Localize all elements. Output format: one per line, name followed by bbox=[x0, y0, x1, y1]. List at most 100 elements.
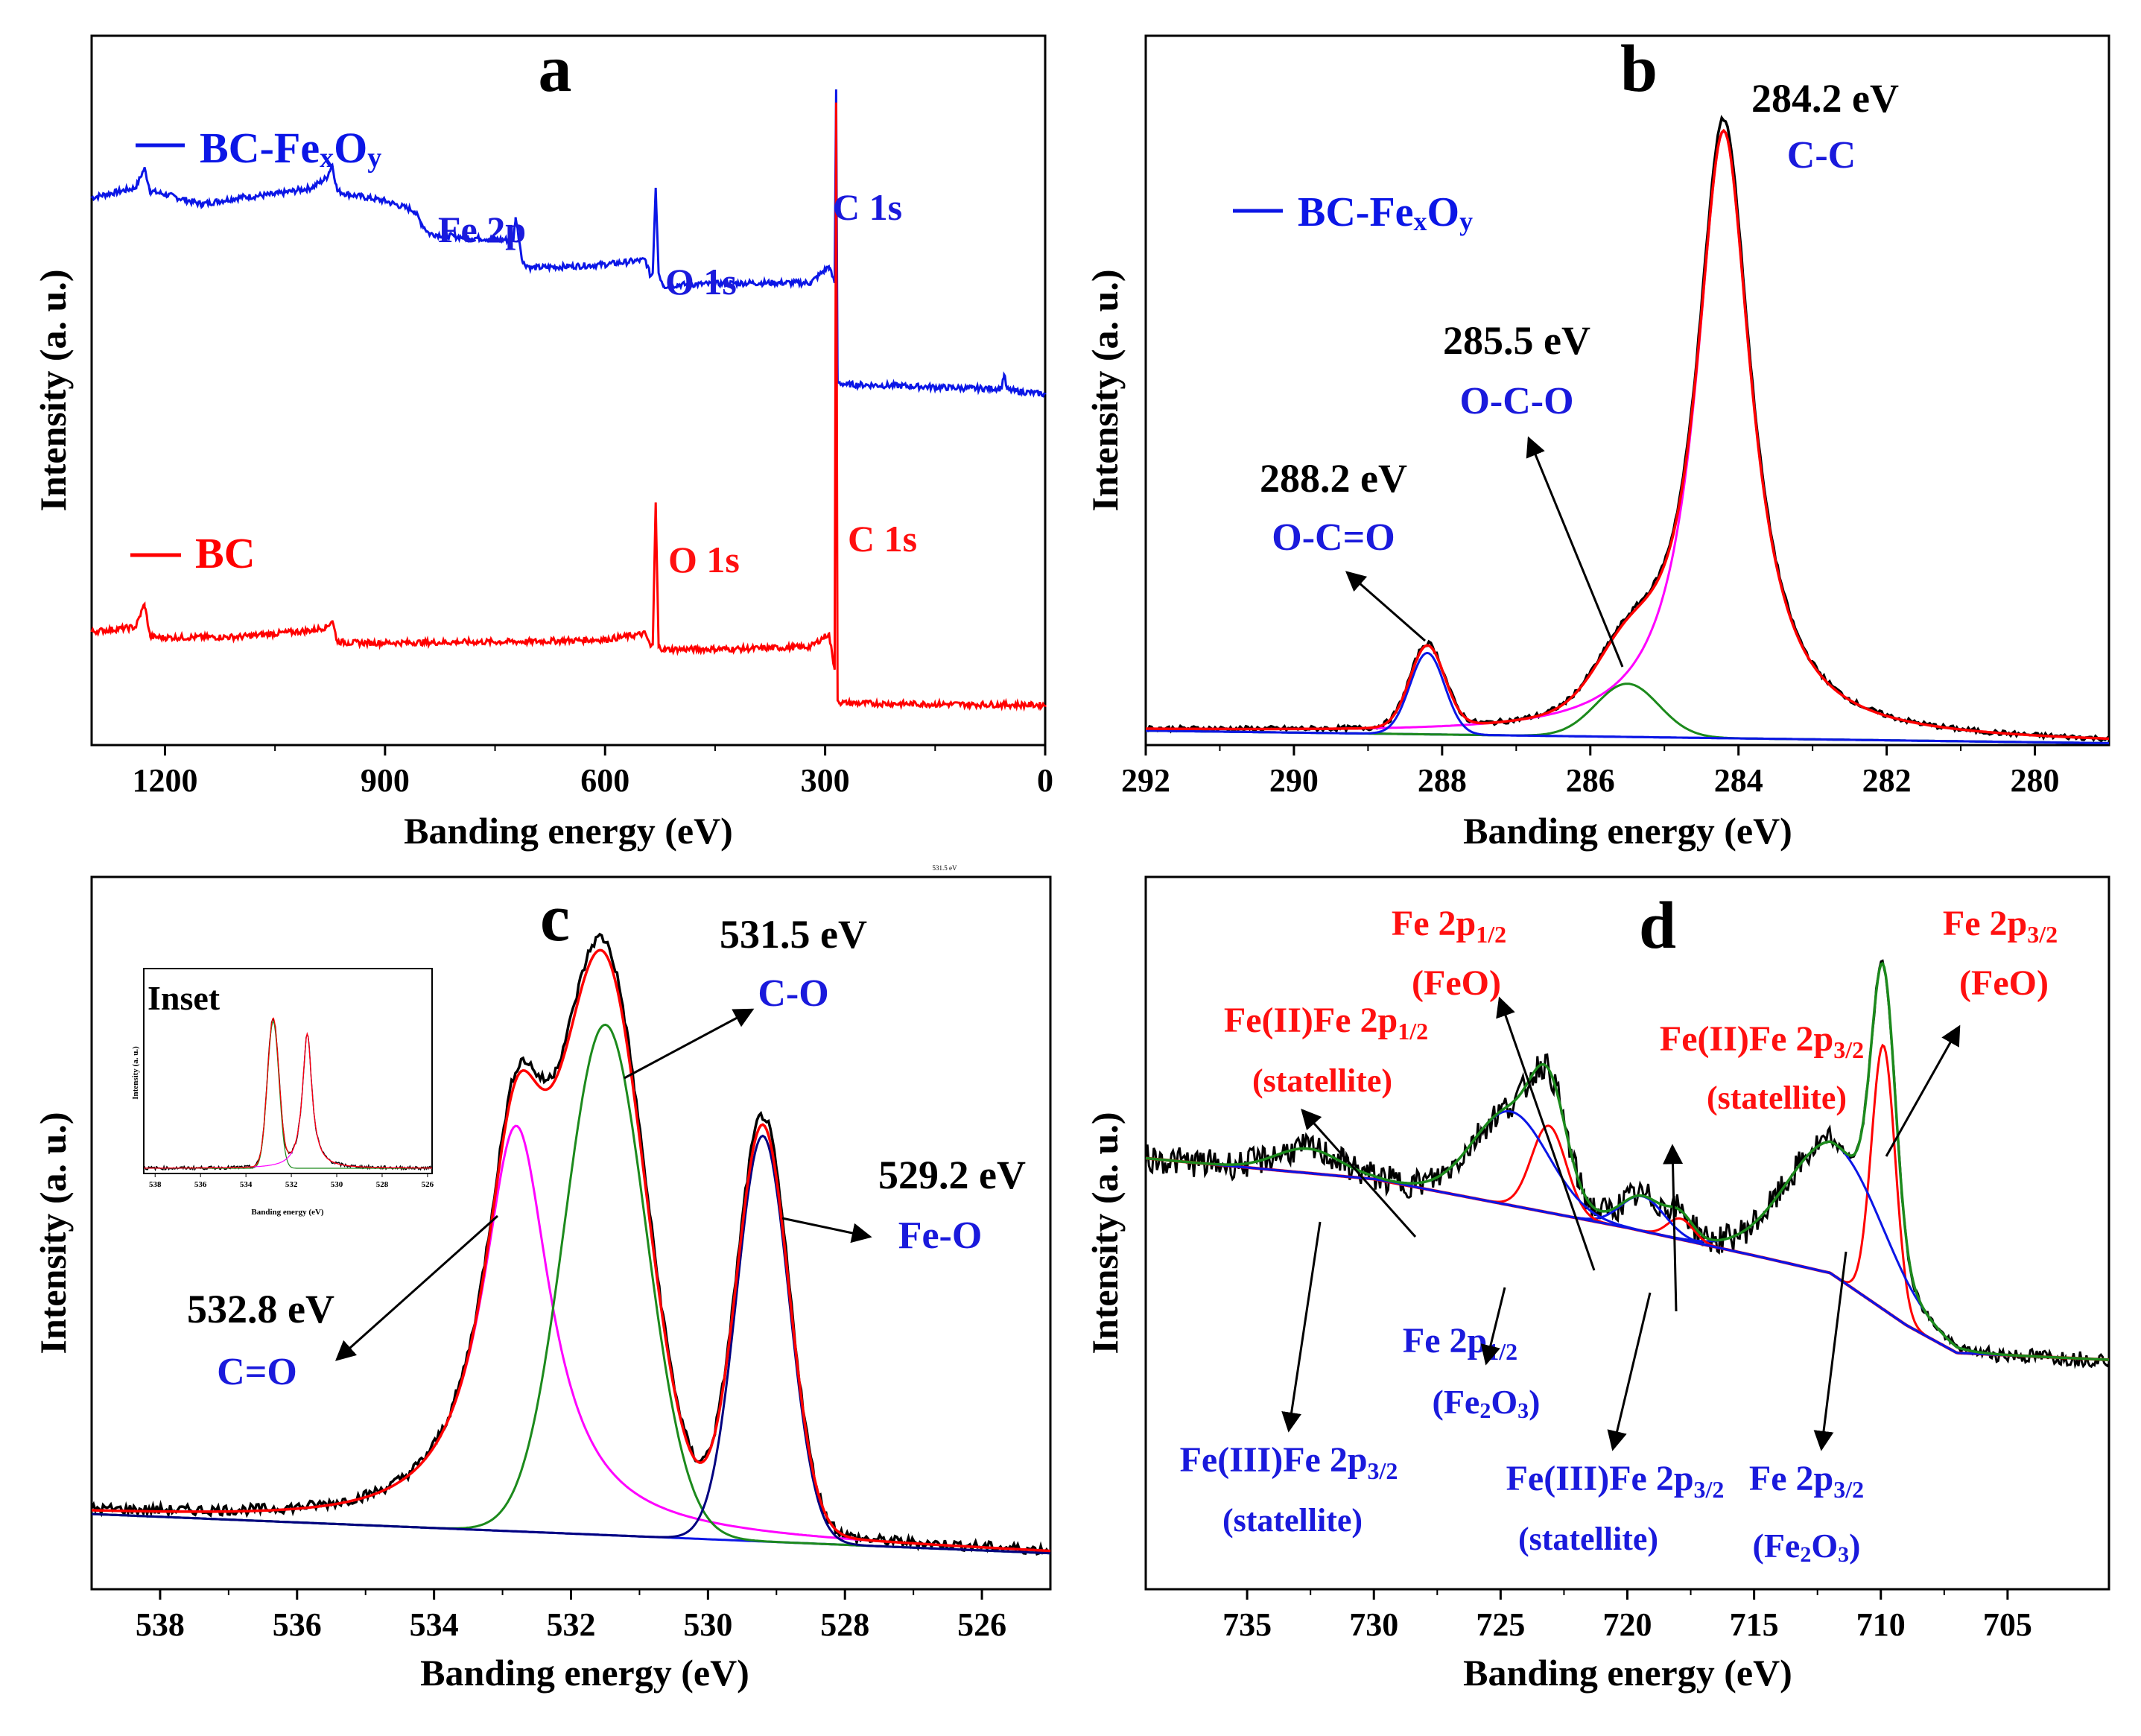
arrow-fe2p12-fe2o3 bbox=[1480, 1287, 1506, 1366]
series-line-bc-fexoy bbox=[90, 89, 1047, 398]
panel-b-frame bbox=[1144, 34, 2110, 747]
arrow-fe3-32-left bbox=[1281, 1221, 1322, 1433]
x-tick-label: 532 bbox=[547, 1606, 596, 1643]
panel-c-ticks: 538 536 534 532 530 528 526 bbox=[136, 1589, 1006, 1643]
inset-ylabel: Intensity (a. u.) bbox=[131, 1046, 140, 1100]
x-tick-label: 705 bbox=[1983, 1606, 2032, 1643]
x-tick-label: 730 bbox=[1349, 1606, 1398, 1643]
x-tick-label: 710 bbox=[1856, 1606, 1906, 1643]
panel-c-letter: c bbox=[540, 881, 570, 955]
raw-data-line bbox=[1144, 959, 2110, 1369]
peak-bond-fe-o: Fe-O bbox=[898, 1214, 983, 1257]
component-fe-2p1-2-fe2o3- bbox=[1145, 1110, 2110, 1361]
panel-c-xlabel: Banding energy (eV) bbox=[420, 1652, 749, 1694]
label-fe2o3-2: (Fe2O3) bbox=[1753, 1527, 1861, 1567]
panel-b-ticks: 292 290 288 286 284 282 280 bbox=[1121, 745, 2060, 799]
x-tick-label: 1200 bbox=[132, 762, 197, 799]
label-fe2-32-statellite: (statellite) bbox=[1707, 1080, 1847, 1116]
peak-energy-284-2: 284.2 eV bbox=[1751, 76, 1899, 121]
component-o-c-o bbox=[1146, 651, 2110, 744]
label-fe3-32-left: Fe(III)Fe 2p3/2 bbox=[1180, 1440, 1398, 1484]
x-tick-label: 280 bbox=[2011, 762, 2060, 799]
panel-c-tiny-label: 531.5 eV bbox=[933, 864, 957, 872]
inset-envelope-line bbox=[144, 1017, 432, 1169]
label-fe3-32-mid: Fe(III)Fe 2p3/2 bbox=[1506, 1459, 1725, 1503]
inset-x-tick-label: 538 bbox=[149, 1180, 162, 1189]
arrow-fe2p12-feo bbox=[1496, 996, 1596, 1271]
panel-a-frame bbox=[90, 34, 1047, 747]
annotation-o1s-red: O 1s bbox=[668, 539, 740, 580]
arrow-fe-o bbox=[781, 1217, 872, 1244]
panel-b: 292 290 288 286 284 282 280 b BC-FexOy 284.2 e… bbox=[1084, 32, 2110, 852]
panel-d-ticks: 735 730 725 720 715 710 705 bbox=[1222, 1589, 2032, 1643]
x-tick-label: 282 bbox=[1862, 762, 1912, 799]
inset-title: Inset bbox=[148, 979, 221, 1017]
panel-b-xlabel: Banding energy (eV) bbox=[1463, 810, 1792, 852]
x-tick-label: 528 bbox=[820, 1606, 869, 1643]
annotation-c1s-blue: C 1s bbox=[833, 186, 902, 228]
x-tick-label: 538 bbox=[136, 1606, 185, 1643]
arrow-fe3-32-mid bbox=[1607, 1292, 1652, 1451]
annotation-fe2p: Fe 2p bbox=[438, 209, 526, 250]
x-tick-label: 720 bbox=[1603, 1606, 1652, 1643]
panel-c-ylabel: Intensity (a. u.) bbox=[32, 1112, 74, 1354]
label-fe3-32-left-statellite: (statellite) bbox=[1222, 1502, 1363, 1539]
legend-label-bc: BC bbox=[195, 529, 256, 577]
raw-data-line bbox=[1145, 115, 2110, 743]
inset-series: 538 536 534 532 530 528 526 bbox=[143, 1017, 434, 1189]
annotation-c1s-red: C 1s bbox=[848, 518, 917, 560]
x-tick-label: 725 bbox=[1476, 1606, 1525, 1643]
panel-d-series bbox=[1144, 959, 2110, 1369]
inset-x-tick-label: 536 bbox=[194, 1180, 207, 1189]
x-tick-label: 290 bbox=[1269, 762, 1319, 799]
label-fe3-32-mid-statellite: (statellite) bbox=[1518, 1521, 1658, 1557]
legend-label-bc-fexoy: BC-FexOy bbox=[200, 124, 381, 174]
arrow-fe2-12 bbox=[1301, 1108, 1417, 1238]
inset-x-tick-label: 532 bbox=[285, 1180, 298, 1189]
label-fe2-32: Fe(II)Fe 2p3/2 bbox=[1660, 1019, 1864, 1063]
component-fe-iii-fe-2p3-2-statellite- bbox=[1145, 1147, 2110, 1361]
inset-xlabel: Banding energy (eV) bbox=[251, 1208, 324, 1217]
panel-b-ylabel: Intensity (a. u.) bbox=[1084, 269, 1126, 511]
arrow-o-c-eq-o bbox=[1345, 571, 1426, 642]
panel-b-series bbox=[1145, 115, 2110, 744]
peak-energy-532-8: 532.8 eV bbox=[187, 1287, 334, 1331]
label-fe2-12-statellite: (statellite) bbox=[1252, 1062, 1392, 1099]
x-tick-label: 286 bbox=[1566, 762, 1615, 799]
inset-frame bbox=[143, 968, 433, 1174]
component-o-c-o bbox=[1146, 682, 2110, 744]
peak-bond-c-eq-o: C=O bbox=[217, 1351, 297, 1393]
peak-bond-c-c: C-C bbox=[1787, 134, 1856, 177]
peak-bond-c-o: C-O bbox=[758, 972, 828, 1015]
inset-x-tick-label: 526 bbox=[422, 1180, 434, 1189]
label-fe2p32-feo: Fe 2p3/2 bbox=[1943, 904, 2058, 948]
panel-c-series bbox=[90, 932, 1052, 1556]
label-feo-1: (FeO) bbox=[1412, 963, 1501, 1003]
inset-x-tick-label: 530 bbox=[331, 1180, 343, 1189]
panel-d-letter: d bbox=[1639, 889, 1676, 963]
peak-energy-288-2: 288.2 eV bbox=[1260, 456, 1407, 501]
raw-data-line bbox=[90, 932, 1052, 1556]
component-fe-o bbox=[91, 1134, 1051, 1555]
x-tick-label: 536 bbox=[273, 1606, 322, 1643]
panel-d: 735 730 725 720 715 710 705 d Fe 2p1/2 (FeO) F… bbox=[1084, 875, 2110, 1694]
arrow-c-eq-o bbox=[334, 1214, 498, 1361]
x-tick-label: 900 bbox=[361, 762, 410, 799]
label-fe2p12-fe2o3: Fe 2p1/2 bbox=[1403, 1321, 1517, 1365]
component-c-c bbox=[1146, 129, 2110, 740]
x-tick-label: 284 bbox=[1714, 762, 1763, 799]
panel-a: 1200 900 600 300 0 a BC-FexOy BC Fe 2p O 1s … bbox=[32, 32, 1053, 852]
x-tick-label: 735 bbox=[1222, 1606, 1272, 1643]
component-fe-2p3-2-fe2o3- bbox=[1145, 1140, 2110, 1361]
inset-x-tick-label: 528 bbox=[376, 1180, 389, 1189]
x-tick-label: 534 bbox=[410, 1606, 459, 1643]
fit-envelope-line bbox=[1145, 961, 2110, 1361]
peak-energy-285-5: 285.5 eV bbox=[1443, 318, 1590, 363]
arrow-fe2p32-fe2o3 bbox=[1813, 1251, 1847, 1451]
panel-d-ylabel: Intensity (a. u.) bbox=[1084, 1112, 1126, 1354]
x-tick-label: 300 bbox=[801, 762, 850, 799]
inset-x-tick-label: 534 bbox=[240, 1180, 253, 1189]
panel-a-ticks: 1200 900 600 300 0 bbox=[132, 745, 1053, 799]
arrow-fe2p32-feo bbox=[1885, 1024, 1961, 1157]
